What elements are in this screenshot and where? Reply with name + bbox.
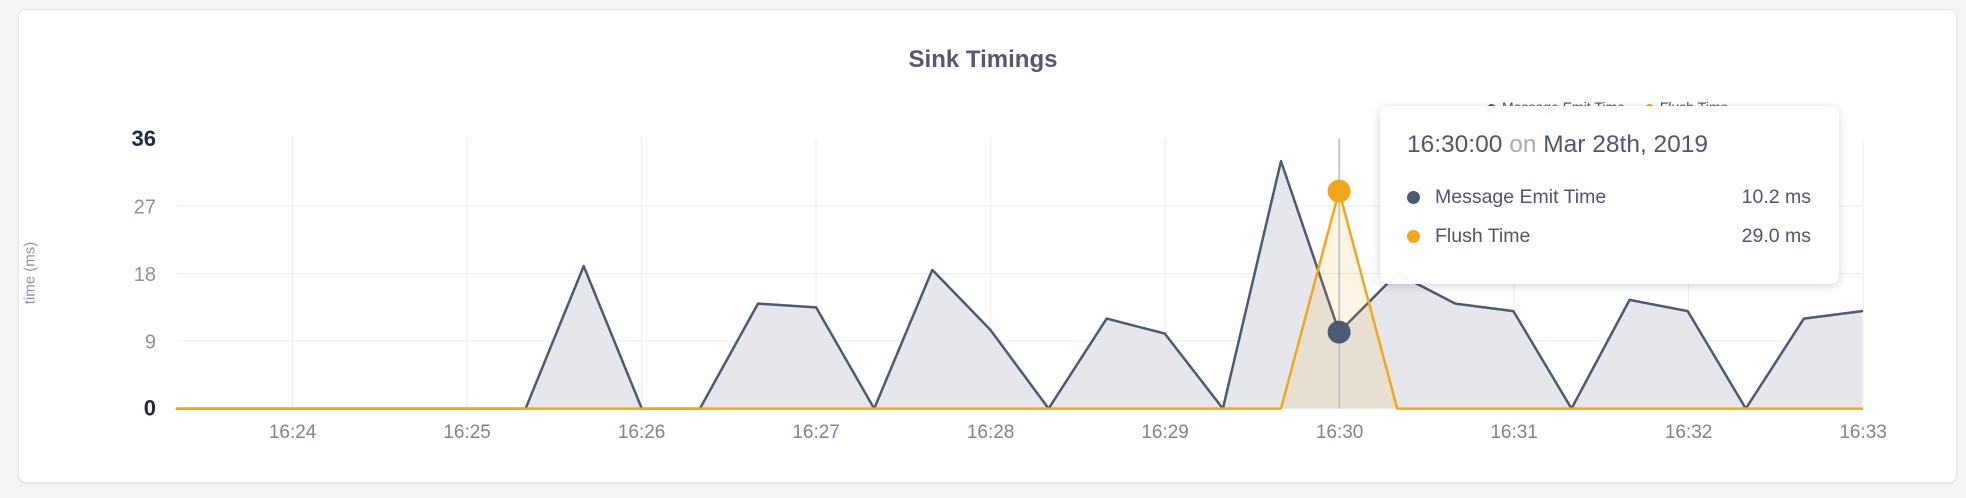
svg-text:9: 9 [145,332,156,354]
svg-text:36: 36 [132,126,156,151]
svg-text:16:27: 16:27 [792,422,840,443]
svg-text:16:26: 16:26 [618,422,666,443]
svg-text:16:29: 16:29 [1141,422,1189,443]
svg-text:18: 18 [134,264,156,286]
svg-text:16:25: 16:25 [443,422,491,443]
svg-text:0: 0 [144,396,156,421]
svg-text:16:28: 16:28 [967,422,1015,443]
svg-text:16:31: 16:31 [1490,422,1538,443]
svg-text:16:24: 16:24 [269,422,317,443]
svg-text:16:32: 16:32 [1665,422,1713,443]
svg-text:16:30: 16:30 [1316,422,1364,443]
svg-text:16:33: 16:33 [1839,422,1887,443]
svg-text:27: 27 [134,197,156,219]
